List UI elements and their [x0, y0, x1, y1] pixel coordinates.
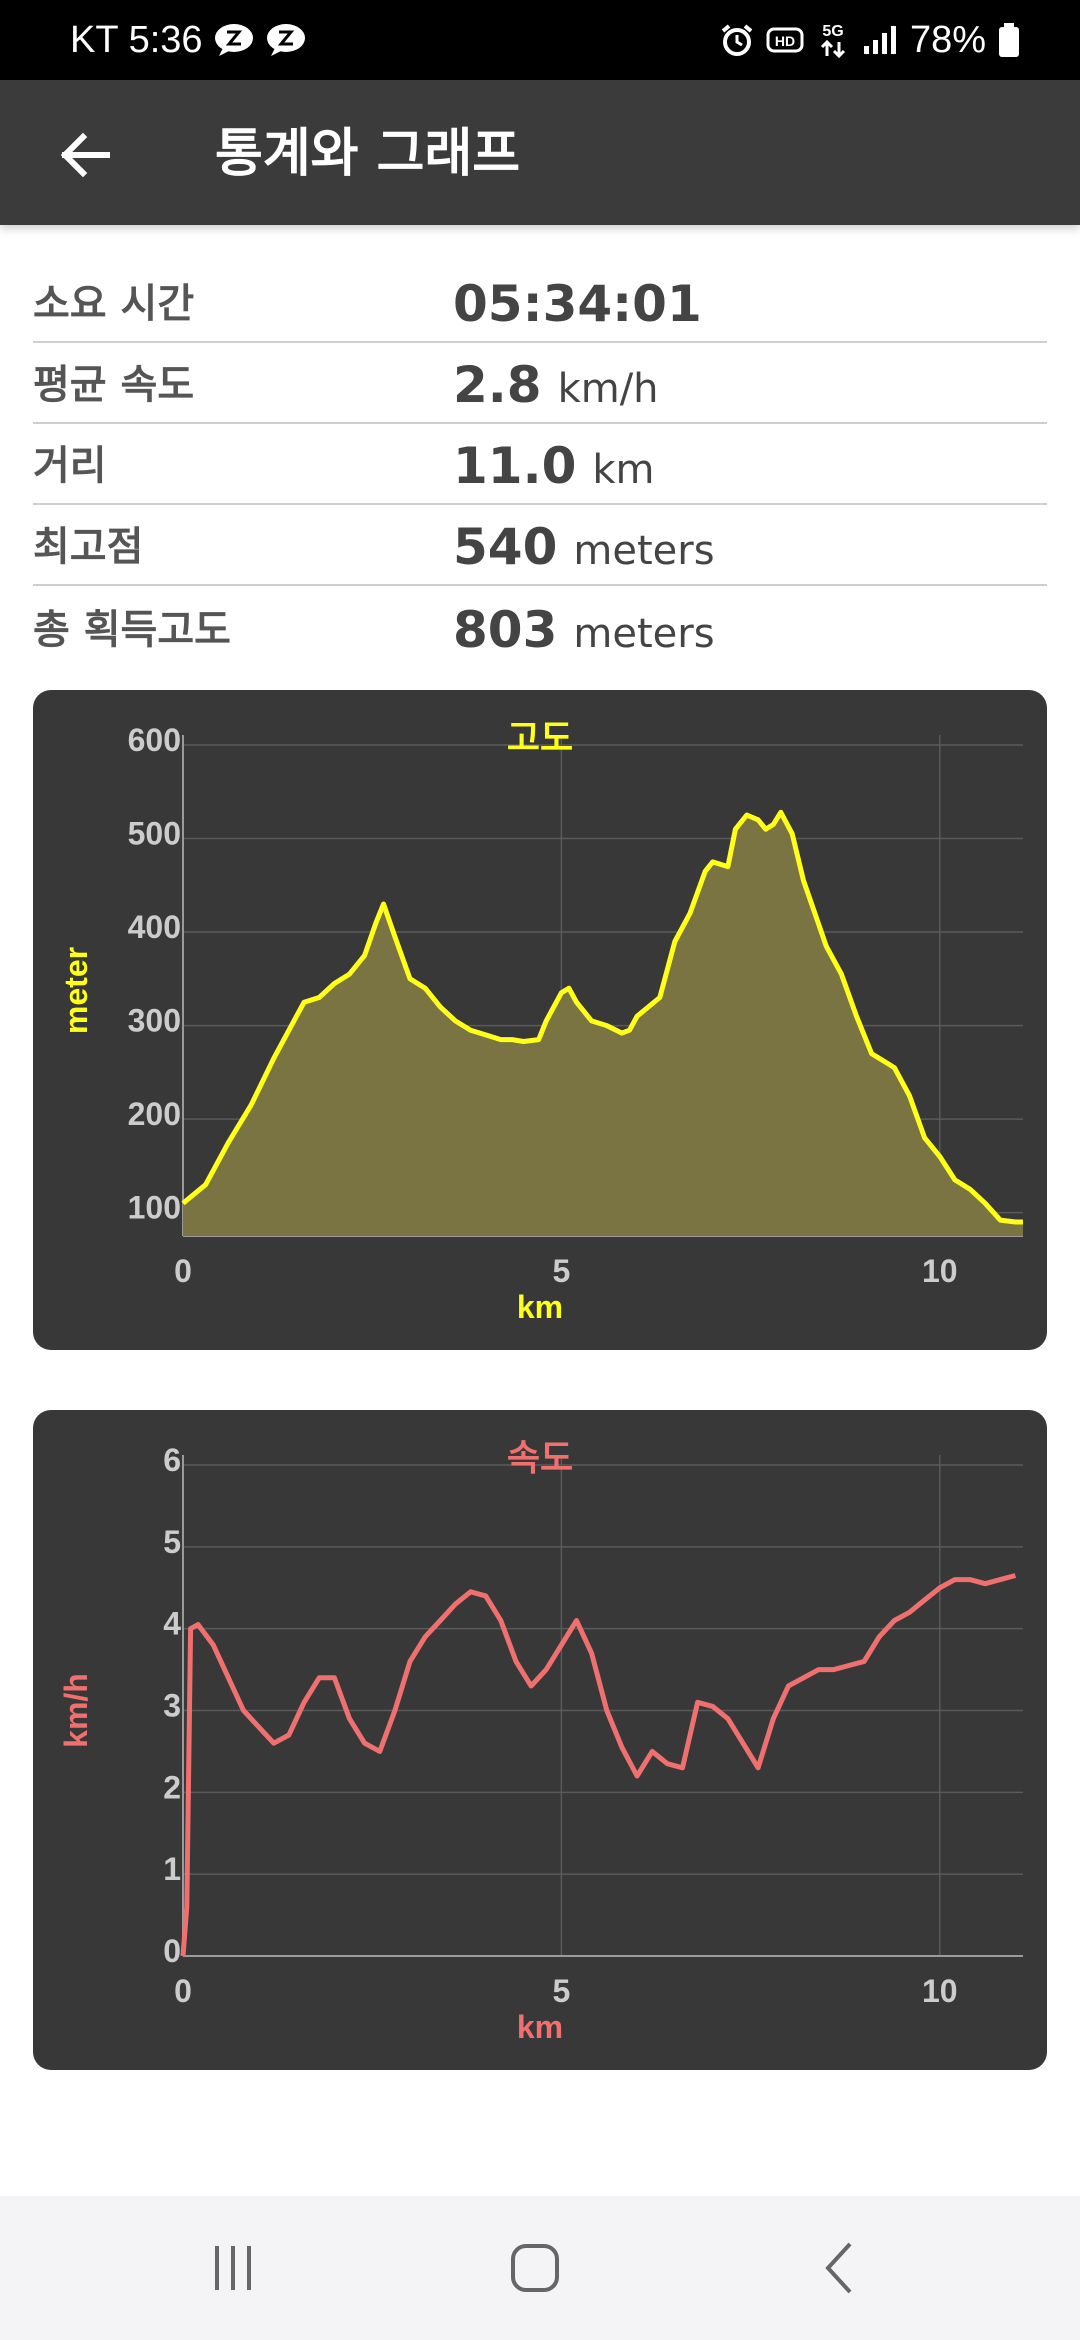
signal-icon — [862, 24, 898, 56]
stat-row-max-elevation: 최고점 540 meters — [33, 505, 1047, 586]
stat-label: 평균 속도 — [33, 362, 195, 408]
app-bar: 통계와 그래프 — [0, 80, 1080, 225]
y-tick-label: 600 — [128, 722, 181, 758]
stat-label: 최고점 — [33, 524, 144, 570]
svg-text:HD: HD — [775, 33, 795, 49]
svg-text:5G: 5G — [822, 23, 843, 40]
stat-value: 11.0 km — [453, 437, 655, 495]
y-axis-label: km/h — [58, 1673, 94, 1748]
x-tick-label: 0 — [174, 1253, 192, 1289]
stat-number: 11.0 — [453, 437, 577, 495]
battery-icon — [998, 22, 1020, 58]
stat-value: 2.8 km/h — [453, 356, 659, 414]
y-axis-label: meter — [58, 947, 94, 1034]
stat-unit: meters — [573, 611, 715, 657]
stat-row-total-ascent: 총 획득고도 803 meters — [33, 586, 1047, 667]
stat-unit: km/h — [557, 366, 659, 412]
arrow-back-icon — [60, 132, 110, 178]
chart-svg: 100 200 300 400 500 600 0 5 10 고도 km meter — [58, 718, 1023, 1325]
y-tick-label: 200 — [128, 1096, 181, 1132]
stat-number: 540 — [453, 518, 558, 576]
x-tick-label: 10 — [922, 1253, 958, 1289]
system-nav-bar — [0, 2196, 1080, 2340]
y-tick-label: 300 — [128, 1003, 181, 1039]
x-tick-label: 5 — [552, 1253, 570, 1289]
stat-unit: meters — [573, 528, 715, 574]
chart-title: 속도 — [507, 1438, 573, 1479]
x-tick-label: 10 — [922, 1973, 958, 2009]
y-tick-label: 0 — [163, 1933, 181, 1969]
series-line — [180, 1573, 1017, 1957]
page-title: 통계와 그래프 — [215, 124, 521, 184]
time-text: 5:36 — [128, 18, 203, 61]
status-right: HD 5G 78% — [720, 18, 1020, 61]
status-left: KT 5:36 — [70, 18, 307, 61]
talk-icon — [265, 22, 307, 58]
stat-number: 2.8 — [453, 356, 542, 414]
home-icon — [511, 2244, 559, 2292]
stat-label: 거리 — [33, 443, 107, 489]
talk-icon — [213, 22, 255, 58]
alarm-icon — [720, 23, 754, 57]
y-tick-label: 500 — [128, 816, 181, 852]
y-tick-label: 3 — [163, 1688, 181, 1724]
y-tick-label: 400 — [128, 909, 181, 945]
stats-table: 소요 시간 05:34:01 평균 속도 2.8 km/h 거리 11.0 km… — [33, 262, 1047, 667]
x-tick-label: 5 — [552, 1973, 570, 2009]
y-tick-label: 6 — [163, 1442, 181, 1478]
series-line — [181, 809, 1023, 1225]
stat-label: 총 획득고도 — [33, 607, 231, 653]
home-button[interactable] — [485, 2218, 585, 2318]
x-axis-label: km — [517, 2009, 563, 2045]
speed-chart-card: 0 1 2 3 4 5 6 0 5 10 속도 km km/h — [33, 1410, 1047, 2070]
status-bar: KT 5:36 HD 5G 78% — [0, 0, 1080, 80]
stat-unit: km — [592, 447, 655, 493]
y-tick-label: 5 — [163, 1524, 181, 1560]
stat-value: 05:34:01 — [453, 275, 718, 333]
carrier-text: KT — [70, 18, 119, 61]
chart-svg: 0 1 2 3 4 5 6 0 5 10 속도 km km/h — [58, 1438, 1023, 2045]
recents-button[interactable] — [183, 2218, 283, 2318]
stat-number: 05:34:01 — [453, 275, 702, 333]
x-axis-label: km — [517, 1289, 563, 1325]
back-nav-icon — [825, 2242, 852, 2294]
5g-icon: 5G — [816, 20, 850, 60]
chart-title: 고도 — [507, 718, 573, 759]
y-tick-label: 1 — [163, 1851, 181, 1887]
x-tick-label: 0 — [174, 1973, 192, 2009]
stat-row-distance: 거리 11.0 km — [33, 424, 1047, 505]
stat-value: 540 meters — [453, 518, 715, 576]
stat-number: 803 — [453, 601, 558, 659]
y-tick-label: 2 — [163, 1769, 181, 1805]
elevation-chart-card: 100 200 300 400 500 600 0 5 10 고도 km meter — [33, 690, 1047, 1350]
y-tick-label: 4 — [163, 1606, 181, 1642]
battery-text: 78% — [909, 18, 986, 61]
stat-row-duration: 소요 시간 05:34:01 — [33, 262, 1047, 343]
stat-label: 소요 시간 — [33, 281, 195, 327]
hd-icon: HD — [766, 25, 804, 55]
recents-icon — [215, 2246, 251, 2290]
y-tick-label: 100 — [128, 1190, 181, 1226]
back-button[interactable] — [40, 110, 130, 200]
stat-value: 803 meters — [453, 601, 715, 659]
series-area — [183, 812, 1023, 1236]
back-nav-button[interactable] — [790, 2218, 890, 2318]
stat-row-avg-speed: 평균 속도 2.8 km/h — [33, 343, 1047, 424]
